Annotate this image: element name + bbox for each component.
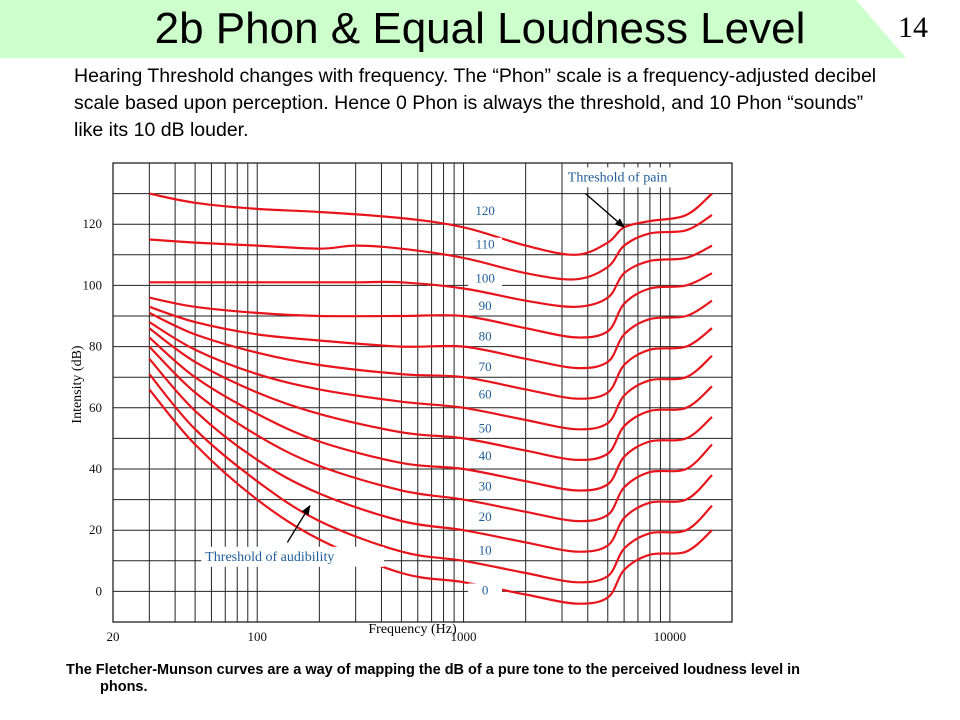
phon-label-10: 10 <box>479 543 492 558</box>
phon-curve-90 <box>149 272 713 339</box>
phon-label-70: 70 <box>479 359 492 374</box>
chart-grid <box>112 162 733 623</box>
phon-label-120: 120 <box>475 203 495 218</box>
phon-label-bg <box>468 543 503 559</box>
y-tick-label: 100 <box>83 277 103 292</box>
phon-label-100: 100 <box>475 270 495 285</box>
phon-curve-110 <box>149 214 713 281</box>
phon-curve-labels: 0 10 20 30 40 50 60 70 80 90 100 110 120 <box>468 203 503 599</box>
threshold-of-pain-label: Threshold of pain <box>568 170 668 185</box>
title-banner <box>0 0 906 58</box>
annotations: Threshold of pain Threshold of audibility <box>201 167 701 567</box>
phon-curve-80 <box>148 299 713 370</box>
y-tick-label: 0 <box>96 583 103 598</box>
plot-frame <box>112 162 733 623</box>
phon-label-bg <box>468 271 503 287</box>
phon-label-20: 20 <box>479 509 492 524</box>
figure-caption: The Fletcher-Munson curves are a way of … <box>66 662 801 695</box>
phon-label-30: 30 <box>479 478 492 493</box>
y-tick-label: 80 <box>89 339 102 354</box>
threshold-of-pain-box <box>563 167 701 188</box>
phon-curve-30 <box>148 345 713 523</box>
x-axis-label: Frequency (Hz) <box>368 622 457 637</box>
phon-label-0: 0 <box>482 582 489 597</box>
phon-label-bg <box>468 448 503 464</box>
phon-curves <box>148 192 713 605</box>
phon-label-110: 110 <box>476 237 495 252</box>
phon-label-80: 80 <box>479 328 492 343</box>
phon-curve-50 <box>148 327 713 462</box>
phon-curve-100 <box>149 244 713 308</box>
threshold-of-audibility-label: Threshold of audibility <box>205 550 334 565</box>
phon-label-bg <box>468 204 503 220</box>
phon-curve-70 <box>148 311 713 400</box>
y-tick-label: 60 <box>89 400 102 415</box>
x-tick-label: 20 <box>107 629 120 644</box>
phon-label-bg <box>468 479 503 495</box>
threshold-of-pain-arrow <box>585 193 625 228</box>
phon-curve-60 <box>148 321 713 431</box>
phon-label-bg <box>468 421 503 437</box>
y-axis-label: Intensity (dB) <box>70 345 85 423</box>
slide-title: 2b Phon & Equal Loudness Level <box>154 4 806 53</box>
phon-label-bg <box>468 329 503 345</box>
phon-label-bg <box>468 510 503 526</box>
phon-label-60: 60 <box>479 387 492 402</box>
phon-label-bg <box>468 360 503 376</box>
phon-label-bg <box>468 387 503 403</box>
phon-curve-0 <box>148 388 713 605</box>
phon-label-bg <box>468 237 503 253</box>
intro-text: Hearing Threshold changes with frequency… <box>74 65 877 141</box>
y-tick-label: 120 <box>83 216 103 231</box>
phon-curve-120 <box>149 192 713 256</box>
phon-label-90: 90 <box>479 298 492 313</box>
phon-curve-40 <box>148 336 713 492</box>
phon-curve-20 <box>148 358 713 553</box>
threshold-of-audibility-box <box>201 546 385 567</box>
phon-label-bg <box>468 298 503 314</box>
slide-number: 14 <box>898 11 928 44</box>
phon-label-40: 40 <box>479 448 492 463</box>
threshold-of-audibility-arrow <box>286 504 311 543</box>
phon-label-bg <box>468 583 503 599</box>
phon-label-50: 50 <box>479 420 492 435</box>
x-tick-label: 100 <box>247 629 267 644</box>
title-banner-shape <box>0 0 906 58</box>
y-tick-label: 20 <box>89 522 102 537</box>
phon-curve-10 <box>148 373 713 584</box>
x-tick-label: 10000 <box>654 629 687 644</box>
x-tick-label: 1000 <box>451 629 477 644</box>
y-tick-label: 40 <box>89 461 102 476</box>
